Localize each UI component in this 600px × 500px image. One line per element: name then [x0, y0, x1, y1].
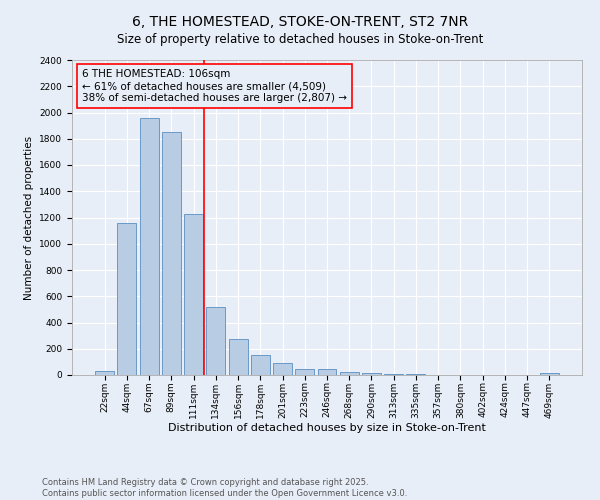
Bar — [340, 372, 359, 375]
Bar — [95, 372, 114, 375]
Bar — [184, 214, 203, 375]
Bar — [317, 370, 337, 375]
Text: Contains HM Land Registry data © Crown copyright and database right 2025.
Contai: Contains HM Land Registry data © Crown c… — [42, 478, 407, 498]
Y-axis label: Number of detached properties: Number of detached properties — [24, 136, 34, 300]
X-axis label: Distribution of detached houses by size in Stoke-on-Trent: Distribution of detached houses by size … — [168, 423, 486, 433]
Bar — [384, 374, 403, 375]
Bar — [229, 339, 248, 375]
Bar — [362, 373, 381, 375]
Text: 6, THE HOMESTEAD, STOKE-ON-TRENT, ST2 7NR: 6, THE HOMESTEAD, STOKE-ON-TRENT, ST2 7N… — [132, 15, 468, 29]
Bar — [540, 374, 559, 375]
Bar — [140, 118, 158, 375]
Bar — [206, 306, 225, 375]
Bar — [406, 374, 425, 375]
Bar — [162, 132, 181, 375]
Bar — [251, 354, 270, 375]
Bar — [295, 370, 314, 375]
Text: 6 THE HOMESTEAD: 106sqm
← 61% of detached houses are smaller (4,509)
38% of semi: 6 THE HOMESTEAD: 106sqm ← 61% of detache… — [82, 70, 347, 102]
Text: Size of property relative to detached houses in Stoke-on-Trent: Size of property relative to detached ho… — [117, 32, 483, 46]
Bar — [118, 223, 136, 375]
Bar — [273, 363, 292, 375]
